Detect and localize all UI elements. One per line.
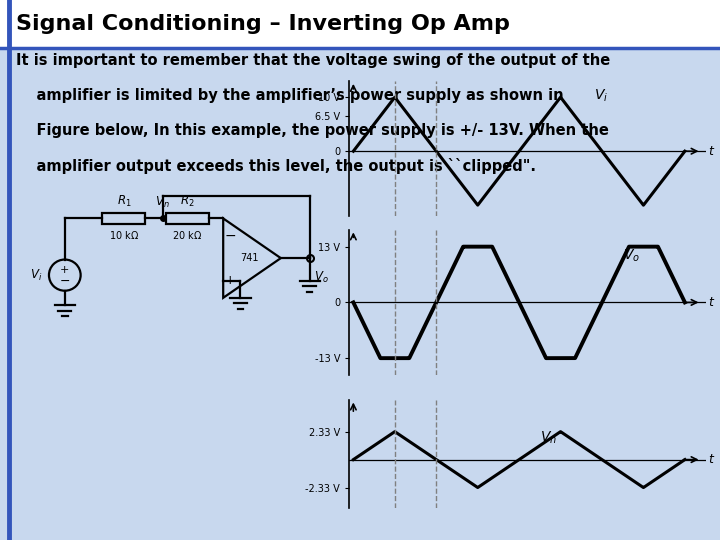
Text: $R_2$: $R_2$ — [180, 193, 194, 208]
Text: $V_i$: $V_i$ — [594, 88, 608, 104]
Text: Figure below, In this example, the power supply is +/- 13V. When the: Figure below, In this example, the power… — [16, 123, 608, 138]
Text: −: − — [225, 228, 236, 242]
Text: $t$: $t$ — [708, 453, 715, 466]
Text: −: − — [60, 275, 70, 288]
Text: $V_o$: $V_o$ — [623, 247, 640, 264]
Text: Signal Conditioning – Inverting Op Amp: Signal Conditioning – Inverting Op Amp — [16, 14, 510, 34]
Text: 10 k$\Omega$: 10 k$\Omega$ — [109, 229, 139, 241]
Text: $V_n$: $V_n$ — [540, 430, 557, 446]
Text: +: + — [60, 265, 70, 275]
Text: It is important to remember that the voltage swing of the output of the: It is important to remember that the vol… — [16, 53, 610, 68]
Text: amplifier is limited by the amplifier’s power supply as shown in: amplifier is limited by the amplifier’s … — [16, 88, 564, 103]
Text: 741: 741 — [240, 253, 258, 263]
Bar — [0, 0, 720, 48]
Text: $V_n$: $V_n$ — [156, 195, 170, 210]
Text: amplifier output exceeds this level, the output is ``clipped".: amplifier output exceeds this level, the… — [16, 158, 536, 174]
Bar — [102, 213, 145, 224]
Text: $t$: $t$ — [708, 296, 715, 309]
Text: $V_o$: $V_o$ — [314, 269, 328, 285]
Text: 20 k$\Omega$: 20 k$\Omega$ — [172, 229, 202, 241]
Text: $R_1$: $R_1$ — [117, 193, 131, 208]
Bar — [166, 213, 209, 224]
Text: $t$: $t$ — [708, 145, 715, 158]
Text: $V_i$: $V_i$ — [30, 268, 42, 282]
Text: +: + — [225, 274, 235, 287]
